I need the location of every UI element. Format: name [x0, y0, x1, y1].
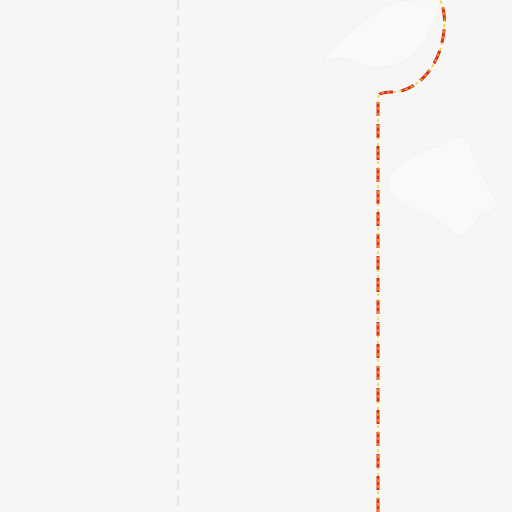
water-area-north — [320, 0, 441, 68]
route-inner-stroke — [377, 0, 446, 512]
route-line[interactable] — [376, 0, 446, 512]
water-area-east — [387, 135, 497, 237]
